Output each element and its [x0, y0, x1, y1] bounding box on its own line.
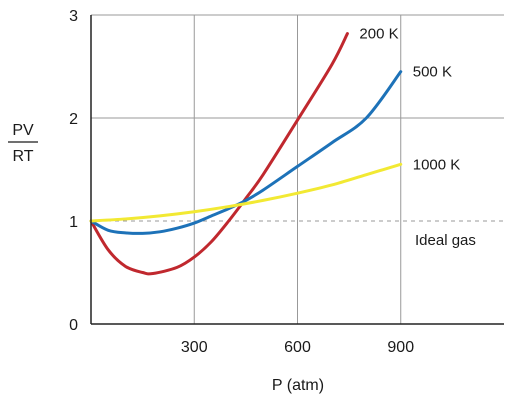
- series-label: 1000 K: [413, 156, 461, 173]
- series-line-200k: [89, 32, 349, 276]
- series-line-500k: [89, 70, 403, 235]
- tick-labels: 0 1 2 3 300 600 900: [69, 8, 414, 356]
- y-tick-label: 1: [69, 214, 78, 231]
- x-tick-label: 600: [284, 339, 311, 356]
- series-label: 200 K: [359, 26, 398, 43]
- series-line-1000k: [89, 162, 403, 223]
- y-axis-label-denominator: RT: [12, 148, 33, 165]
- series-labels: 200 K 500 K 1000 K: [359, 26, 460, 174]
- axes: [90, 15, 504, 325]
- y-tick-label: 0: [69, 317, 78, 334]
- series-group: [89, 32, 403, 276]
- x-axis-label: P (atm): [272, 377, 324, 394]
- x-tick-label: 300: [181, 339, 208, 356]
- grid: [91, 14, 504, 324]
- y-axis-label-numerator: PV: [12, 122, 34, 139]
- series-label: 500 K: [413, 64, 452, 81]
- x-tick-label: 900: [387, 339, 414, 356]
- ideal-gas-label: Ideal gas: [415, 232, 476, 249]
- y-tick-label: 2: [69, 111, 78, 128]
- y-tick-label: 3: [69, 8, 78, 25]
